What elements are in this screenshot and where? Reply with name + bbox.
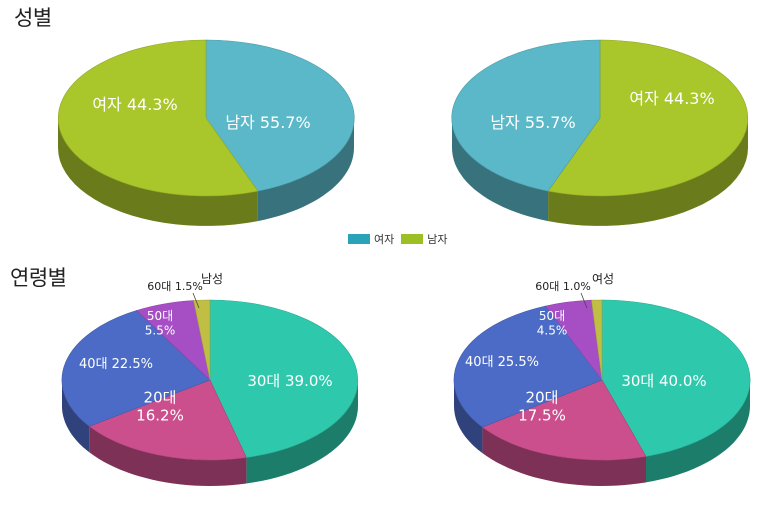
pie-slice-30-39-0 [209, 299, 358, 458]
slice-label-50-5-5: 50대 5.5% [145, 309, 176, 337]
leader-line [192, 292, 200, 309]
leader-line [580, 292, 588, 309]
pie-side-40-25-5 [454, 380, 483, 454]
pie-side-30-39-0 [246, 380, 358, 484]
slice-label-55-7: 남자 55.7% [490, 113, 575, 132]
pie-side-walls [454, 380, 750, 486]
slice-label-40-25-5: 40대 25.5% [465, 355, 539, 370]
slice-label-40-22-5: 40대 22.5% [79, 357, 153, 372]
legend-swatch-female [348, 234, 370, 244]
slice-label-30-39-0: 30대 39.0% [247, 372, 332, 390]
legend-label-male: 남자 [427, 233, 448, 246]
slice-label-55-7: 남자 55.7% [225, 113, 310, 132]
slice-label-50-4-5: 50대 4.5% [537, 309, 568, 337]
slice-label-20-16-2: 20대 16.2% [136, 389, 184, 425]
pie-slice-55-7 [58, 39, 259, 197]
group-label: 남성 [201, 272, 223, 286]
pie-slice-60-1-5 [193, 299, 211, 381]
pie-side-30-40-0 [646, 380, 750, 483]
pie-slice-55-7 [547, 39, 748, 197]
pie-slice-40-25-5 [453, 305, 603, 428]
pie-side-20-17-5 [482, 427, 646, 486]
slice-label-44-3: 여자 44.3% [629, 89, 714, 108]
pie-slice-20-16-2 [88, 379, 247, 461]
gender-section-title: 성별 [14, 6, 52, 30]
gender-legend: 여자 남자 [348, 231, 455, 247]
group-label: 여성 [592, 272, 614, 286]
pie-slice-44-3 [205, 39, 355, 192]
legend-swatch-male [401, 234, 424, 244]
pie-side-44-3 [257, 118, 354, 222]
slice-label-44-3: 여자 44.3% [92, 95, 177, 114]
slice-label-60-1-0: 60대 1.0% [535, 280, 591, 293]
pie-side-55-7 [548, 118, 748, 226]
age-section-title: 연령별 [10, 266, 67, 290]
pie-slice-40-22-5 [61, 310, 211, 427]
pie-side-walls [58, 118, 354, 226]
slice-label-20-17-5: 20대 17.5% [518, 389, 566, 425]
pie-slice-30-40-0 [601, 299, 751, 457]
slice-label-30-40-0: 30대 40.0% [621, 372, 706, 390]
legend-item-male: 남자 [401, 231, 448, 247]
pie-side-walls [62, 380, 358, 486]
legend-label-female: 여자 [374, 233, 395, 246]
pie-side-walls [452, 118, 748, 226]
pie-slice-44-3 [451, 39, 601, 192]
pie-slice-20-17-5 [481, 379, 647, 461]
pie-slice-60-1-0 [591, 299, 603, 381]
pie-side-20-16-2 [89, 426, 247, 486]
pie-side-44-3 [452, 118, 549, 222]
pie-side-55-7 [58, 118, 258, 226]
legend-item-female: 여자 [348, 231, 394, 247]
pie-side-40-22-5 [62, 380, 90, 453]
slice-label-60-1-5: 60대 1.5% [147, 280, 203, 293]
